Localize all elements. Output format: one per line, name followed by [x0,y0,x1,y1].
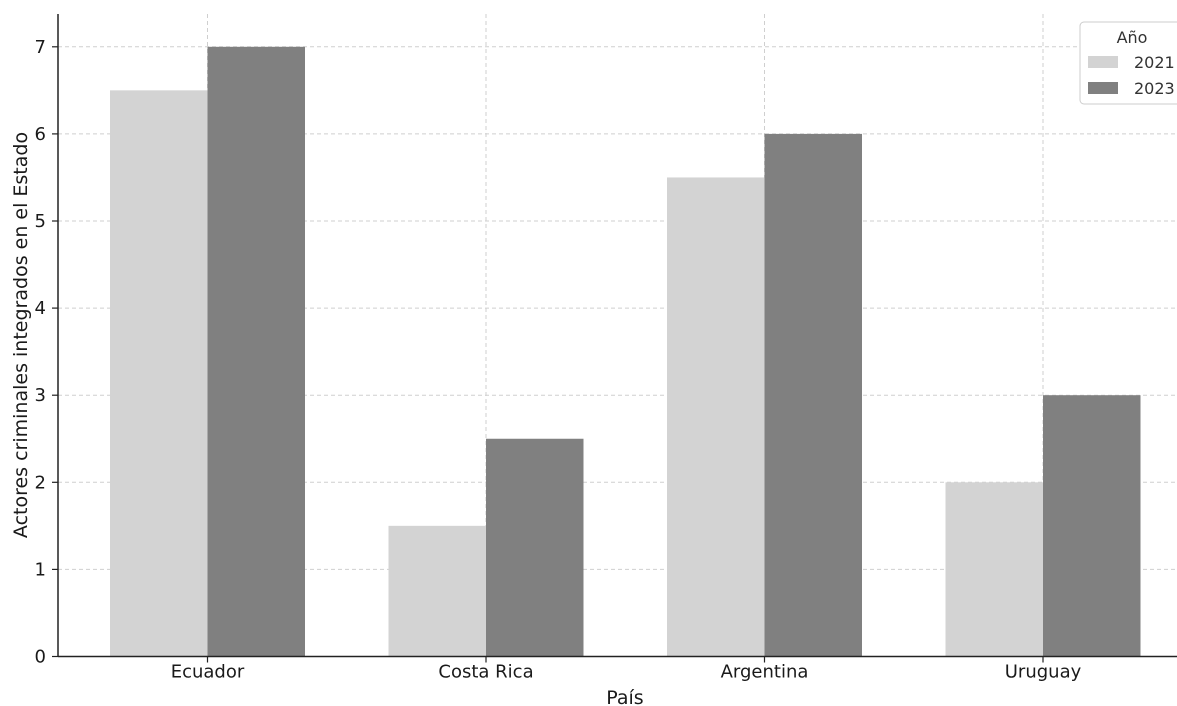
x-axis-label: País [606,687,643,706]
x-tick-label: Uruguay [1005,662,1082,683]
y-tick-label: 0 [35,647,46,668]
bar-ecuador-2021 [110,90,208,657]
y-tick-label: 7 [35,37,46,58]
legend-swatch-2021 [1088,56,1118,68]
bars [110,46,1141,657]
bar-ecuador-2023 [207,46,305,657]
legend: Año 2021 2023 [1079,21,1177,105]
bar-costa-rica-2023 [486,438,584,657]
y-tick-label: 4 [35,298,46,319]
axes [57,14,1177,658]
y-axis-label: Actores criminales integrados en el Esta… [10,132,32,538]
y-tick-label: 5 [35,211,46,232]
y-tick-label: 3 [35,385,46,406]
bar-costa-rica-2021 [388,525,486,657]
x-tick-label: Costa Rica [438,662,533,683]
bar-uruguay-2021 [945,482,1043,657]
y-tick-label: 2 [35,472,46,493]
legend-swatch-2023 [1088,82,1118,94]
bar-argentina-2021 [667,177,765,657]
x-tick-label: Ecuador [171,662,245,683]
legend-label-2023: 2023 [1134,79,1175,98]
legend-label-2021: 2021 [1134,53,1175,72]
y-tick-label: 1 [35,559,46,580]
legend-title: Año [1117,28,1148,47]
x-ticks: Ecuador Costa Rica Argentina Uruguay [171,656,1082,683]
bar-argentina-2023 [764,133,862,657]
x-tick-label: Argentina [721,662,809,683]
y-tick-label: 6 [35,124,46,145]
bar-uruguay-2023 [1043,395,1141,657]
y-ticks: 0 1 2 3 4 5 6 7 [35,37,58,668]
